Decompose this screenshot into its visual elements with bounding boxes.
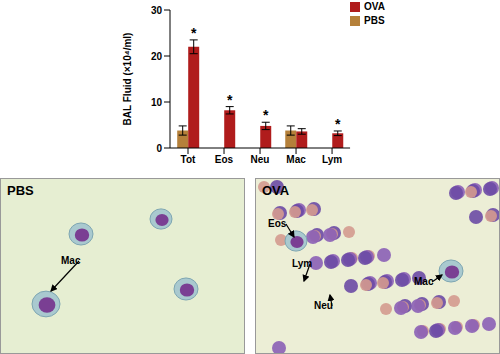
svg-text:*: * xyxy=(335,116,341,132)
svg-text:PBS: PBS xyxy=(7,183,34,198)
svg-text:Mac: Mac xyxy=(286,154,306,165)
svg-text:Mac: Mac xyxy=(414,276,434,287)
html-text:PBS: PBS xyxy=(364,15,385,26)
svg-text:*: * xyxy=(191,25,197,41)
svg-text:Mac: Mac xyxy=(61,255,81,266)
svg-text:OVA: OVA xyxy=(262,183,290,198)
svg-text:Eos: Eos xyxy=(215,154,234,165)
svg-text:Neu: Neu xyxy=(251,154,270,165)
svg-text:*: * xyxy=(263,107,269,123)
svg-text:Neu: Neu xyxy=(314,300,333,311)
html-text:OVA: OVA xyxy=(364,1,385,12)
svg-text:0: 0 xyxy=(156,143,162,154)
svg-text:*: * xyxy=(227,92,233,108)
svg-text:BAL Fluid (×10⁴/ml): BAL Fluid (×10⁴/ml) xyxy=(122,33,133,126)
svg-text:10: 10 xyxy=(151,97,163,108)
svg-text:Lym: Lym xyxy=(322,154,342,165)
svg-text:20: 20 xyxy=(151,51,163,62)
svg-text:Tot: Tot xyxy=(181,154,196,165)
svg-text:30: 30 xyxy=(151,5,163,16)
svg-text:Lym: Lym xyxy=(292,258,312,269)
svg-text:Eos: Eos xyxy=(268,218,287,229)
